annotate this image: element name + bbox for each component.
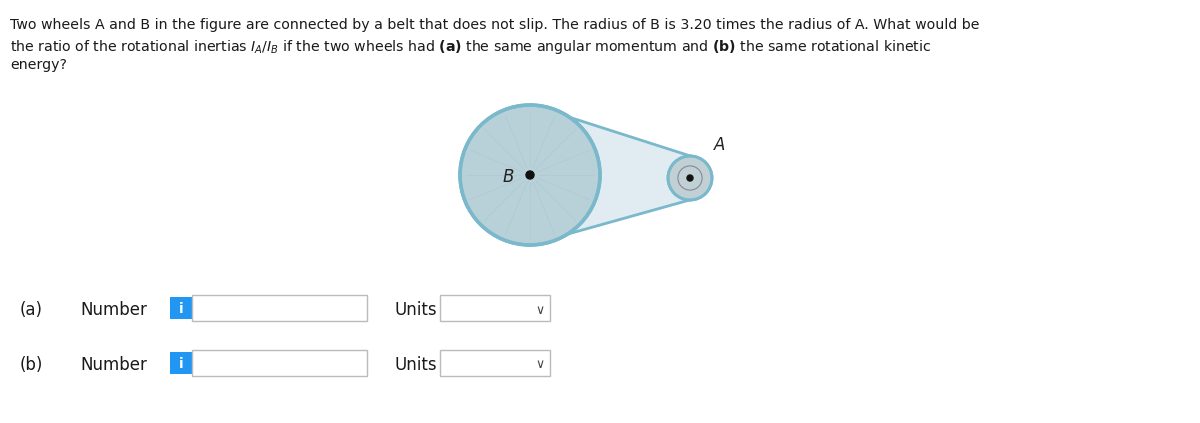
Text: (a): (a) <box>20 301 43 319</box>
Text: Two wheels A and B in the figure are connected by a belt that does not slip. The: Two wheels A and B in the figure are con… <box>10 18 979 32</box>
Text: i: i <box>179 357 184 371</box>
Text: ∨: ∨ <box>535 359 545 371</box>
Text: Number: Number <box>80 301 146 319</box>
Text: Units: Units <box>395 356 438 374</box>
Circle shape <box>668 156 712 200</box>
FancyBboxPatch shape <box>192 350 367 376</box>
Text: ∨: ∨ <box>535 303 545 316</box>
Text: B: B <box>503 168 514 186</box>
Polygon shape <box>529 105 690 245</box>
Circle shape <box>686 175 694 181</box>
FancyBboxPatch shape <box>440 350 550 376</box>
Text: A: A <box>714 136 725 154</box>
FancyBboxPatch shape <box>192 295 367 321</box>
Text: the ratio of the rotational inertias $I_A/I_B$ if the two wheels had $\mathbf{(a: the ratio of the rotational inertias $I_… <box>10 38 931 56</box>
FancyBboxPatch shape <box>170 297 192 319</box>
Circle shape <box>526 171 534 179</box>
FancyBboxPatch shape <box>170 352 192 374</box>
Text: energy?: energy? <box>10 58 67 72</box>
Text: i: i <box>179 302 184 316</box>
FancyBboxPatch shape <box>440 295 550 321</box>
Text: Number: Number <box>80 356 146 374</box>
Text: (b): (b) <box>20 356 43 374</box>
Circle shape <box>460 105 600 245</box>
Text: Units: Units <box>395 301 438 319</box>
